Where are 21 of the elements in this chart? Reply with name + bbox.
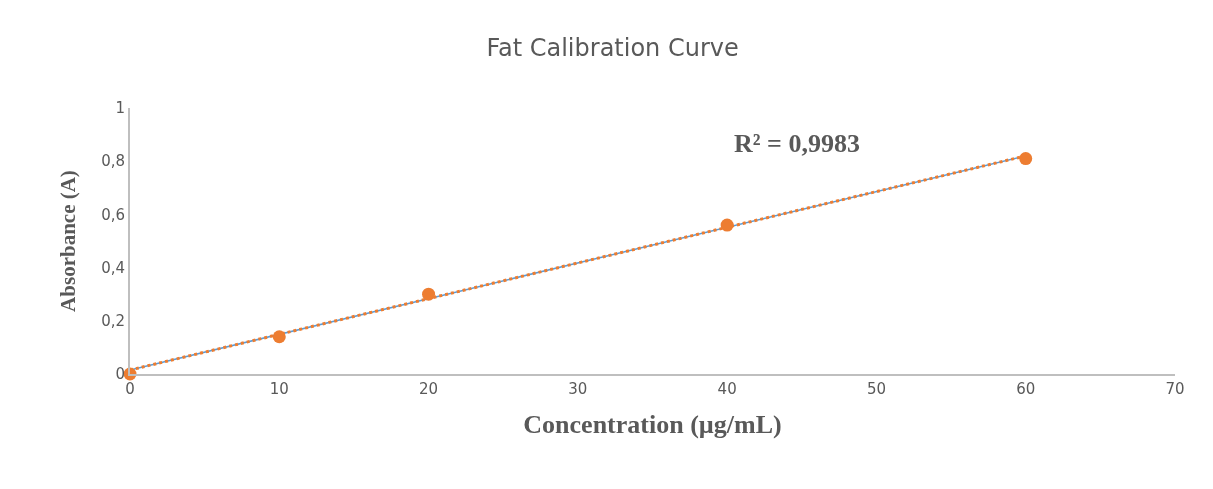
x-tick-label: 40 bbox=[717, 380, 737, 398]
annotation: R² = 0,9983 bbox=[734, 129, 860, 158]
chart-title: Fat Calibration Curve bbox=[486, 33, 739, 62]
x-tick-label: 70 bbox=[1165, 380, 1185, 398]
x-tick-label: 20 bbox=[419, 380, 439, 398]
y-tick-label: 0,2 bbox=[101, 312, 125, 331]
y-tick-label: 0,6 bbox=[101, 205, 125, 224]
y-tick-label: 0 bbox=[115, 365, 125, 384]
y-tick-label: 0,4 bbox=[101, 258, 125, 277]
x-tick-label: 30 bbox=[568, 380, 588, 398]
y-axis-title: Absorbance (A) bbox=[55, 170, 80, 312]
point bbox=[1019, 152, 1033, 166]
y-tick-label: 1 bbox=[115, 99, 125, 118]
point bbox=[422, 287, 436, 301]
x-tick-label: 60 bbox=[1016, 380, 1036, 398]
point bbox=[272, 330, 286, 344]
x-tick-label: 10 bbox=[269, 380, 289, 398]
y-tick-label: 0,8 bbox=[101, 152, 125, 171]
x-axis-title: Concentration (µg/mL) bbox=[523, 410, 782, 440]
point bbox=[720, 218, 734, 232]
x-tick-label: 50 bbox=[866, 380, 886, 398]
